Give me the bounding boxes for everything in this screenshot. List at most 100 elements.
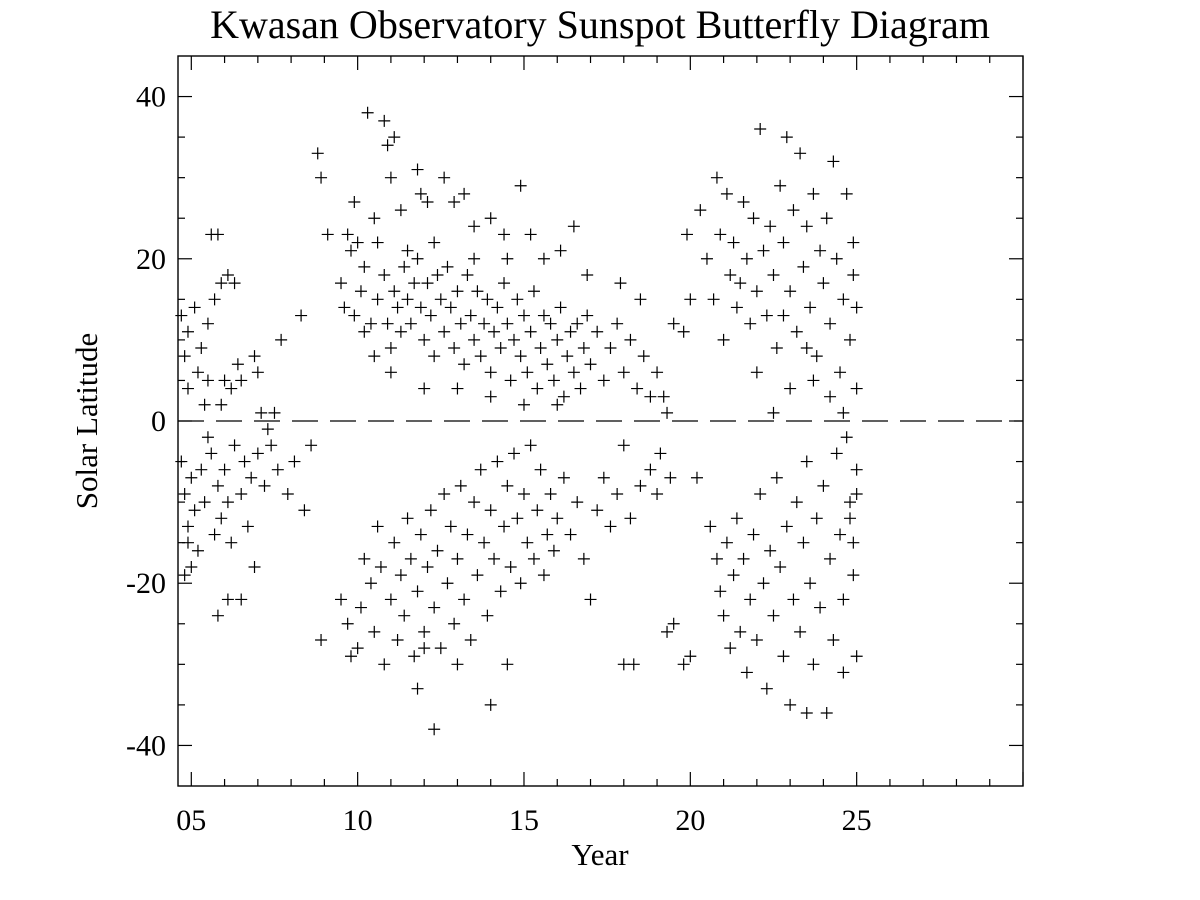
sunspot-marker [228, 277, 241, 290]
sunspot-marker [614, 277, 627, 290]
sunspot-marker [424, 309, 437, 322]
sunspot-marker [215, 398, 228, 411]
sunspot-marker [847, 269, 860, 281]
sunspot-marker [800, 342, 813, 354]
sunspot-marker [215, 277, 228, 290]
sunspot-marker [617, 439, 630, 452]
tick-labels: 05 10 15 20 25 40 20 0 -20 -40 [126, 81, 872, 837]
sunspot-marker [431, 544, 444, 557]
sunspot-marker [208, 528, 221, 541]
sunspot-marker [564, 528, 577, 541]
sunspot-marker [564, 325, 577, 338]
sunspot-marker [740, 666, 753, 679]
sunspot-marker [358, 325, 371, 338]
sunspot-marker [354, 285, 367, 298]
sunspot-marker [414, 301, 427, 314]
sunspot-marker [461, 528, 474, 541]
sunspot-marker [834, 366, 847, 379]
sunspot-marker [714, 228, 727, 241]
y-tick-label: 20 [136, 243, 166, 276]
sunspot-marker [484, 366, 497, 379]
sunspot-marker [494, 585, 507, 598]
sunspot-marker [797, 260, 810, 273]
sunspot-marker [464, 309, 477, 322]
sunspot-marker [478, 536, 491, 549]
sunspot-marker [391, 634, 404, 646]
sunspot-marker [737, 196, 750, 208]
sunspot-marker [577, 342, 590, 354]
sunspot-marker [471, 285, 484, 298]
sunspot-marker [517, 488, 530, 500]
sunspot-marker [724, 269, 737, 281]
sunspot-marker [181, 520, 194, 533]
x-tick-label: 15 [509, 804, 539, 837]
sunspot-marker [408, 650, 421, 663]
sunspot-marker [794, 625, 807, 638]
sunspot-marker [634, 293, 647, 306]
sunspot-marker [837, 593, 850, 606]
sunspot-marker [474, 463, 487, 476]
sunspot-marker [651, 488, 664, 500]
sunspot-marker [767, 609, 780, 622]
sunspot-marker [777, 650, 790, 663]
sunspot-marker [714, 585, 727, 598]
sunspot-marker [830, 252, 843, 265]
sunspot-marker [850, 650, 863, 663]
sunspot-marker [537, 569, 550, 582]
sunspot-marker [371, 236, 384, 249]
sunspot-marker [531, 504, 544, 517]
sunspot-marker [468, 252, 481, 265]
sunspot-marker [261, 423, 274, 436]
sunspot-marker [411, 163, 424, 176]
sunspot-marker [398, 260, 411, 273]
sunspot-marker [744, 593, 757, 606]
sunspot-marker [458, 187, 471, 200]
sunspot-marker [537, 309, 550, 322]
sunspot-marker [591, 504, 604, 517]
sunspot-marker [438, 488, 451, 500]
sunspot-marker [444, 301, 457, 314]
sunspot-marker [434, 293, 447, 306]
sunspot-marker [424, 504, 437, 517]
sunspot-marker [810, 512, 823, 525]
sunspot-marker [411, 682, 424, 695]
sunspot-marker [790, 496, 803, 509]
sunspot-marker [667, 617, 680, 630]
sunspot-marker [388, 536, 401, 549]
sunspot-marker [750, 366, 763, 379]
sunspot-marker [541, 528, 554, 541]
sunspot-marker [744, 317, 757, 330]
axis-ticks [178, 56, 1024, 786]
sunspot-marker [384, 171, 397, 184]
sunspot-marker [661, 406, 674, 419]
sunspot-marker [557, 390, 570, 403]
sunspot-marker [807, 187, 820, 200]
sunspot-marker [767, 269, 780, 281]
sunspot-marker [384, 593, 397, 606]
sunspot-marker [498, 228, 511, 241]
sunspot-marker [474, 350, 487, 363]
sunspot-marker [581, 309, 594, 322]
y-tick-label: -20 [126, 567, 166, 600]
sunspot-marker [488, 552, 501, 565]
sunspot-marker [717, 609, 730, 622]
sunspot-marker [361, 106, 374, 119]
sunspot-marker [448, 196, 461, 208]
sunspot-marker [288, 455, 301, 468]
sunspot-marker [521, 536, 534, 549]
sunspot-marker [770, 471, 783, 484]
sunspot-marker [787, 593, 800, 606]
sunspot-marker [747, 212, 760, 225]
sunspot-marker [394, 204, 407, 217]
sunspot-marker [491, 301, 504, 314]
sunspot-marker [351, 642, 364, 655]
sunspot-marker [201, 431, 214, 444]
sunspot-marker [414, 187, 427, 200]
sunspot-marker [451, 552, 464, 565]
sunspot-marker [747, 528, 760, 541]
sunspot-marker [205, 447, 218, 460]
sunspot-marker [235, 488, 248, 500]
sunspot-marker [295, 309, 308, 322]
sunspot-marker [388, 285, 401, 298]
